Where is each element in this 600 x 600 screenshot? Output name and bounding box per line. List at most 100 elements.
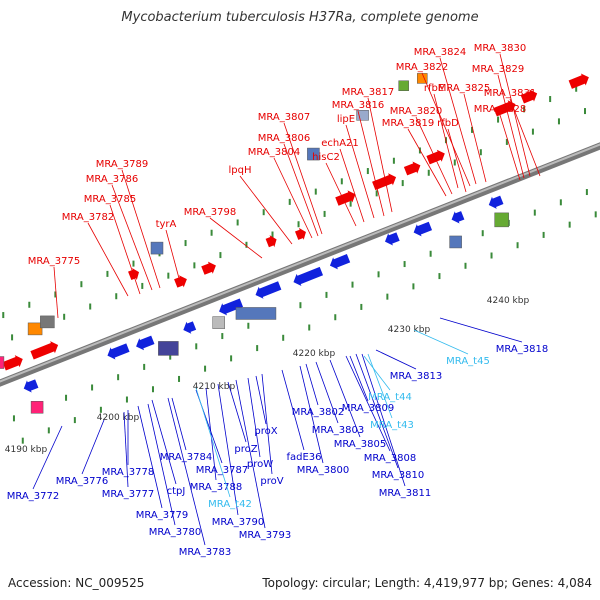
- reverse-gene-arrow: [107, 343, 130, 360]
- forward-gene-arrow: [201, 261, 216, 275]
- forward-gene-arrow: [174, 275, 187, 288]
- forward-gene-arrow: [403, 161, 421, 176]
- feature-block: [235, 307, 277, 320]
- forward-leader-line: [325, 162, 357, 227]
- forward-gene-label: MRA_3817: [342, 87, 394, 98]
- track-tick-0: [523, 106, 526, 113]
- genome-summary-text: Topology: circular; Length: 4,419,977 bp…: [262, 576, 592, 590]
- reverse-gene-arrow: [255, 281, 282, 299]
- reverse-gene-label: MRA_3809: [342, 403, 394, 414]
- reverse-gene-label: MRA_3802: [292, 407, 344, 418]
- reverse-gene-label: proV: [260, 476, 283, 487]
- track-tick-3: [386, 293, 389, 300]
- track-tick-0: [54, 291, 57, 298]
- track-tick-1: [11, 334, 14, 341]
- reverse-gene-label: MRA_3800: [297, 465, 349, 476]
- forward-leader-line: [497, 74, 525, 179]
- forward-gene-label: MRA_3785: [84, 194, 136, 205]
- reverse-gene-label: MRA_3793: [239, 530, 291, 541]
- forward-gene-label: echA21: [321, 138, 359, 149]
- reverse-gene-arrow: [219, 298, 244, 316]
- track-tick-3: [334, 314, 337, 321]
- forward-gene-label: MRA_3820: [390, 106, 442, 117]
- reverse-gene-arrow: [293, 266, 324, 286]
- track-tick-2: [91, 384, 94, 391]
- feature-block: [356, 110, 369, 121]
- forward-gene-label: lpqH: [229, 165, 252, 176]
- reverse-gene-label: MRA_3790: [212, 517, 264, 528]
- track-tick-1: [167, 272, 170, 279]
- track-tick-0: [236, 219, 239, 226]
- reverse-gene-arrow: [136, 335, 155, 351]
- rna-leader-line: [367, 353, 393, 419]
- genome-backbone-highlight: [0, 143, 600, 383]
- reverse-leader-line: [167, 397, 206, 546]
- track-tick-3: [464, 262, 467, 269]
- reverse-leader-line: [137, 405, 163, 509]
- forward-gene-arrow: [568, 73, 589, 89]
- forward-leader-line: [209, 217, 263, 259]
- forward-gene-label: MRA_3782: [62, 212, 114, 223]
- track-tick-2: [533, 209, 536, 216]
- forward-leader-line: [421, 72, 471, 187]
- reverse-leader-line: [281, 369, 305, 451]
- track-tick-3: [594, 211, 597, 218]
- reverse-leader-line: [315, 361, 339, 424]
- reverse-gene-label: MRA_3784: [160, 452, 212, 463]
- forward-leader-line: [339, 148, 365, 223]
- reverse-gene-arrow: [451, 211, 465, 224]
- reverse-leader-line: [81, 419, 105, 475]
- forward-leader-line: [239, 175, 293, 245]
- forward-gene-label: rfbD: [437, 118, 459, 129]
- forward-gene-label: MRA_3816: [332, 100, 384, 111]
- reverse-gene-label: MRA_3803: [312, 425, 364, 436]
- forward-leader-line: [509, 98, 541, 177]
- track-tick-3: [99, 406, 102, 413]
- track-tick-0: [2, 312, 5, 319]
- reverse-leader-line: [227, 381, 247, 443]
- track-tick-0: [288, 198, 291, 205]
- map-title: Mycobacterium tuberculosis H37Ra, comple…: [121, 10, 479, 25]
- feature-block: [494, 212, 509, 228]
- track-tick-3: [178, 375, 181, 382]
- track-tick-3: [282, 334, 285, 341]
- genome-backbone: [0, 142, 600, 387]
- track-tick-1: [531, 128, 534, 135]
- reverse-gene-label: MRA_3772: [7, 491, 59, 502]
- track-tick-2: [247, 322, 250, 329]
- track-tick-1: [557, 118, 560, 125]
- forward-gene-label: rfbE: [424, 83, 444, 94]
- rna-leader-line: [413, 329, 469, 355]
- track-tick-0: [28, 301, 31, 308]
- reverse-gene-arrow: [329, 254, 351, 270]
- reverse-leader-line: [299, 365, 324, 464]
- forward-leader-line: [111, 184, 153, 291]
- track-tick-1: [193, 262, 196, 269]
- forward-leader-line: [109, 204, 141, 295]
- forward-leader-line: [463, 93, 487, 183]
- reverse-leader-line: [147, 403, 176, 526]
- forward-gene-arrow: [372, 173, 397, 191]
- track-tick-2: [65, 394, 68, 401]
- track-tick-2: [143, 363, 146, 370]
- reverse-gene-label: MRA_3777: [102, 489, 154, 500]
- reverse-leader-line: [32, 425, 63, 490]
- track-tick-0: [575, 85, 578, 92]
- track-tick-3: [568, 221, 571, 228]
- track-tick-3: [256, 345, 259, 352]
- forward-gene-label: MRA_3825: [438, 83, 490, 94]
- reverse-gene-label: MRA_3779: [136, 510, 188, 521]
- reverse-gene-arrow: [488, 195, 504, 209]
- track-tick-3: [125, 396, 128, 403]
- reverse-gene-label: MRA_3813: [390, 371, 442, 382]
- reverse-gene-label: MRA_3776: [56, 476, 108, 487]
- reverse-leader-line: [349, 355, 369, 402]
- reverse-gene-label: MRA_3808: [364, 453, 416, 464]
- reverse-gene-arrow: [413, 221, 433, 237]
- track-tick-3: [438, 273, 441, 280]
- forward-gene-arrow: [426, 149, 445, 165]
- track-tick-3: [308, 324, 311, 331]
- rna-gene-label: MRA_t45: [446, 356, 490, 367]
